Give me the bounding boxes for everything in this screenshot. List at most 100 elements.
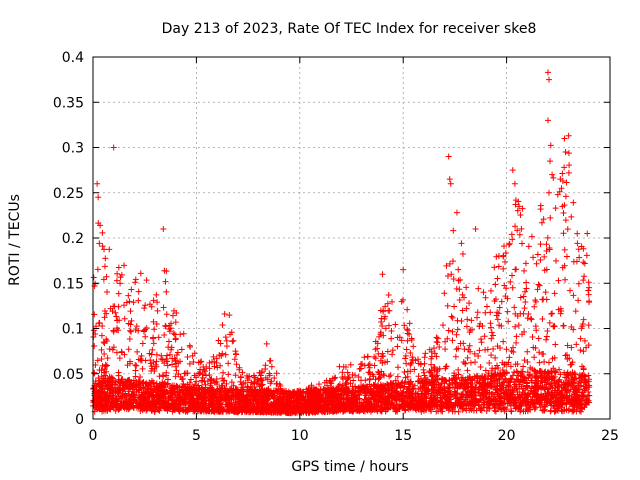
data-point	[103, 310, 110, 317]
data-point	[367, 375, 374, 382]
data-point	[91, 343, 98, 350]
data-point	[203, 372, 210, 379]
data-point	[449, 337, 456, 344]
data-point	[377, 307, 384, 314]
data-point	[411, 382, 418, 389]
data-point	[499, 367, 506, 374]
data-point	[372, 338, 379, 345]
data-point	[496, 322, 503, 329]
data-point	[492, 408, 499, 415]
data-point	[521, 357, 528, 364]
data-point	[393, 383, 400, 390]
data-point	[336, 381, 343, 388]
data-point	[125, 292, 132, 299]
data-point	[433, 338, 440, 345]
data-point	[420, 366, 427, 373]
data-point	[132, 362, 139, 369]
data-point	[542, 289, 549, 296]
data-point	[445, 327, 452, 334]
data-point	[506, 240, 513, 247]
data-point	[538, 219, 545, 226]
data-point	[543, 336, 550, 343]
data-point	[165, 344, 172, 351]
data-point	[177, 331, 184, 338]
data-point	[544, 328, 551, 335]
data-point	[203, 363, 210, 370]
data-point	[512, 223, 519, 230]
data-point	[277, 382, 284, 389]
data-point	[474, 309, 481, 316]
data-point	[459, 307, 466, 314]
data-point	[551, 290, 558, 297]
data-point	[352, 372, 359, 379]
data-point	[442, 363, 449, 370]
data-point	[206, 359, 213, 366]
data-point	[168, 346, 175, 353]
data-point	[408, 360, 415, 367]
data-point	[267, 357, 274, 364]
data-point	[478, 336, 485, 343]
data-point	[273, 370, 280, 377]
data-point	[222, 334, 229, 341]
data-point	[372, 376, 379, 383]
data-point	[124, 382, 131, 389]
data-point	[428, 361, 435, 368]
data-point	[136, 377, 143, 384]
data-point	[580, 316, 587, 323]
data-point	[560, 322, 567, 329]
data-point	[357, 365, 364, 372]
data-point	[347, 380, 354, 387]
data-point	[442, 338, 449, 345]
data-point	[384, 300, 391, 307]
data-point	[397, 382, 404, 389]
data-point	[583, 344, 590, 351]
data-point	[512, 197, 519, 204]
data-point	[382, 325, 389, 332]
data-point	[387, 393, 394, 400]
data-point	[564, 226, 571, 233]
data-point	[160, 304, 167, 311]
data-point	[455, 266, 462, 273]
data-point	[502, 258, 509, 265]
data-point	[540, 216, 547, 223]
data-point	[128, 328, 135, 335]
data-point	[153, 291, 160, 298]
data-point	[546, 319, 553, 326]
data-point	[461, 346, 468, 353]
data-point	[174, 349, 181, 356]
data-point	[496, 304, 503, 311]
data-point	[577, 347, 584, 354]
data-point	[135, 327, 142, 334]
data-point	[518, 225, 525, 232]
data-point	[268, 363, 275, 370]
data-point	[102, 255, 109, 262]
data-point	[359, 360, 366, 367]
data-point	[451, 303, 458, 310]
data-point	[517, 310, 524, 317]
data-point	[153, 351, 160, 358]
data-point	[443, 262, 450, 269]
data-point	[428, 348, 435, 355]
data-point	[580, 259, 587, 266]
data-point	[463, 305, 470, 312]
data-point	[149, 346, 156, 353]
data-point	[187, 344, 194, 351]
data-point	[500, 253, 507, 260]
data-point	[524, 348, 531, 355]
data-point	[513, 339, 520, 346]
data-point	[469, 403, 476, 410]
data-point	[186, 360, 193, 367]
data-point	[475, 352, 482, 359]
data-point	[570, 292, 577, 299]
data-point	[230, 337, 237, 344]
data-point	[163, 288, 170, 295]
data-point	[262, 362, 269, 369]
data-point	[491, 264, 498, 271]
data-point	[522, 288, 529, 295]
data-point	[384, 348, 391, 355]
data-point	[580, 277, 587, 284]
data-point	[96, 366, 103, 373]
data-point	[202, 368, 209, 375]
data-point	[436, 365, 443, 372]
data-point	[457, 340, 464, 347]
